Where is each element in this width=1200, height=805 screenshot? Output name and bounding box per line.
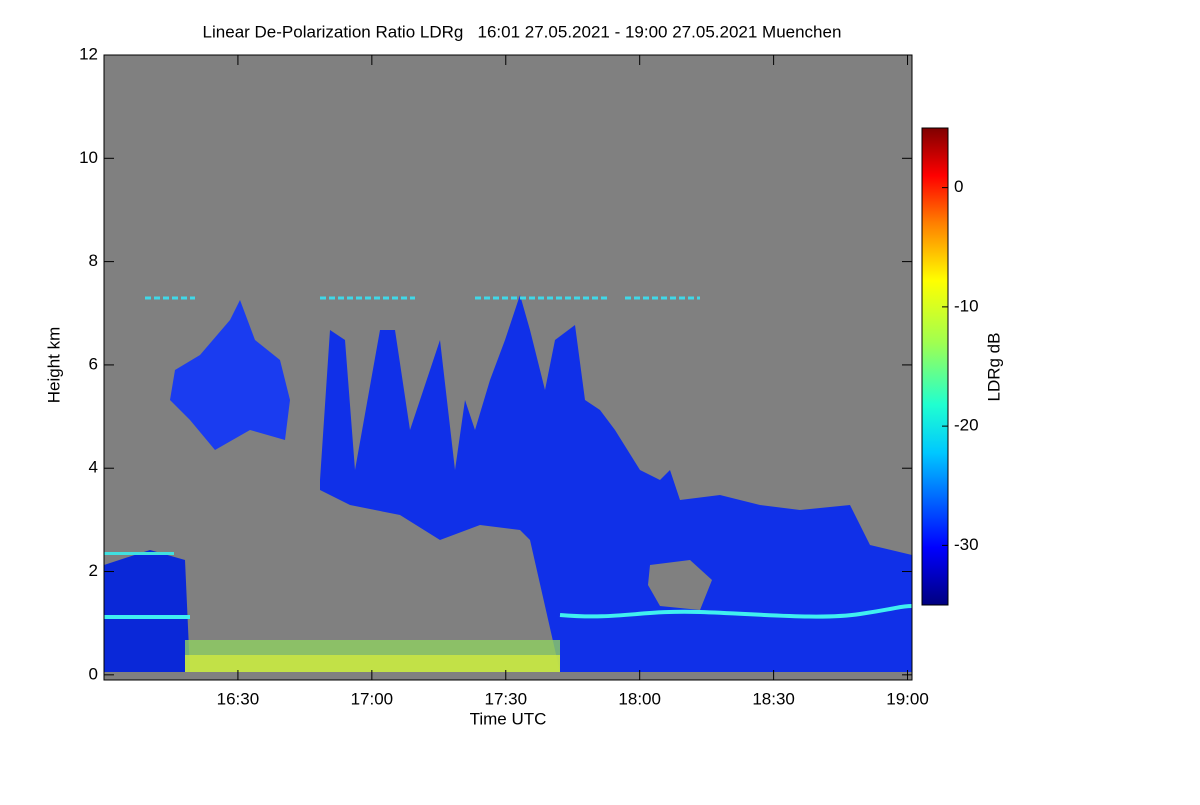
x-tick-label: 17:30 xyxy=(484,689,527,708)
x-tick-label: 18:30 xyxy=(752,689,795,708)
y-tick-label: 2 xyxy=(89,561,98,580)
x-tick-label: 19:00 xyxy=(886,689,929,708)
plot-frame xyxy=(103,54,913,681)
x-tick-label: 17:00 xyxy=(351,689,394,708)
colorbar-tick-label: 0 xyxy=(954,177,963,196)
y-tick-label: 0 xyxy=(89,664,98,683)
y-tick-label: 4 xyxy=(89,458,98,477)
colorbar-label: LDRg dB xyxy=(984,333,1003,402)
heatmap-image xyxy=(104,55,913,680)
colorbar-tick-label: -20 xyxy=(954,416,979,435)
chart-title: Linear De-Polarization Ratio LDRg 16:01 … xyxy=(203,22,842,41)
y-tick-label: 6 xyxy=(89,354,98,373)
x-tick-label: 18:00 xyxy=(618,689,661,708)
colorbar-tick-label: -10 xyxy=(954,296,979,315)
x-tick-label: 16:30 xyxy=(217,689,260,708)
x-axis-label: Time UTC xyxy=(470,709,547,728)
y-tick-label: 10 xyxy=(79,148,98,167)
colorbar xyxy=(921,127,949,606)
y-tick-label: 8 xyxy=(89,251,98,270)
y-axis-label: Height km xyxy=(44,327,63,404)
y-tick-label: 12 xyxy=(79,44,98,63)
colorbar-tick-label: -30 xyxy=(954,535,979,554)
